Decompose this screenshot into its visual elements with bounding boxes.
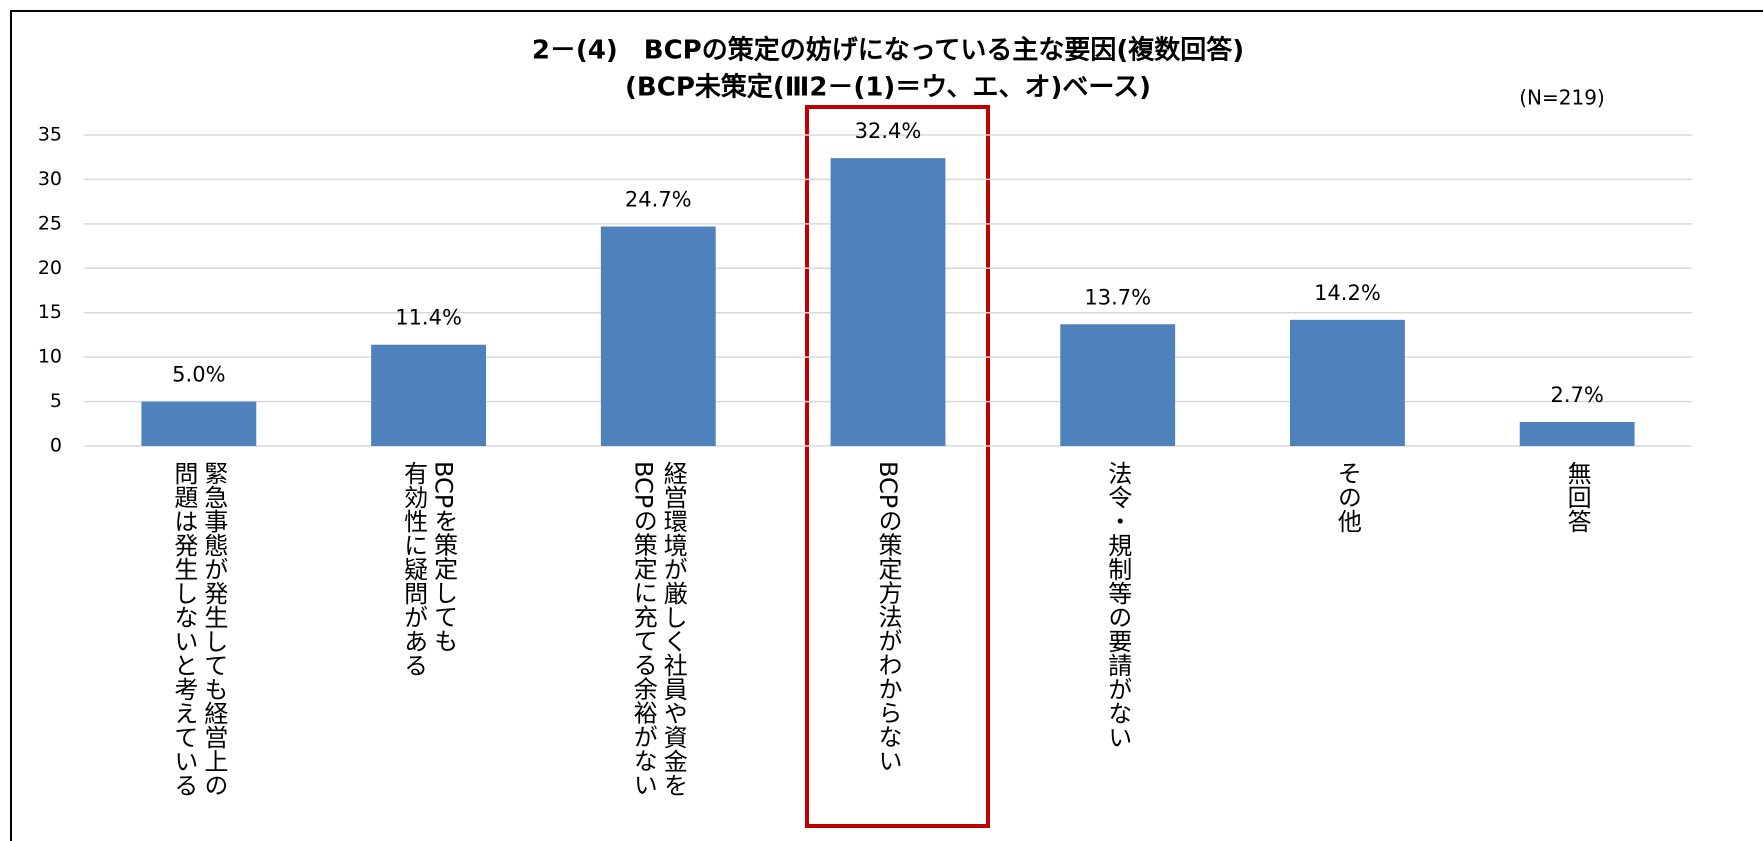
- y-tick-label: 35: [38, 124, 62, 146]
- bar: [371, 344, 486, 446]
- y-tick-label: 5: [50, 390, 62, 412]
- bar: [1060, 324, 1176, 446]
- data-label: 11.4%: [395, 306, 462, 330]
- data-label: 13.7%: [1084, 285, 1151, 309]
- bar: [1519, 422, 1635, 446]
- y-tick-label: 25: [38, 212, 62, 234]
- y-tick-label: 20: [38, 257, 62, 279]
- annotation: (N=219): [1519, 86, 1605, 110]
- data-label: 2.7%: [1550, 383, 1603, 407]
- chart-title: 2－(4) BCPの策定の妨げになっている主な要因(複数回答): [532, 35, 1244, 66]
- bar: [1290, 319, 1405, 446]
- x-tick-label: BCPの策定方法がわからない: [874, 461, 902, 773]
- x-tick-label: 経営環境が厳しく社員や資金を BCPの策定に充てる余裕がない: [629, 461, 688, 797]
- bar: [141, 401, 257, 446]
- data-label: 14.2%: [1314, 281, 1381, 305]
- chart-subtitle: (BCP未策定(Ⅲ2－(1)＝ウ、エ、オ)ベース): [625, 72, 1151, 103]
- y-tick-label: 0: [50, 435, 62, 457]
- x-tick-label: 法令・規制等の要請がない: [1103, 461, 1132, 749]
- x-tick-label: BCPを策定しても 有効性に疑問がある: [399, 461, 458, 677]
- data-label: 5.0%: [172, 363, 225, 387]
- y-tick-label: 30: [38, 168, 62, 190]
- frame: [10, 10, 1763, 841]
- x-tick-label: 緊急事態が発生しても経営上の 問題は発生しないと考えている: [169, 461, 228, 797]
- highlight-box: [805, 105, 990, 828]
- x-tick-label: その他: [1333, 461, 1362, 533]
- x-tick-label: 無回答: [1563, 461, 1592, 533]
- data-label: 32.4%: [855, 119, 922, 143]
- y-tick-label: 10: [38, 346, 62, 368]
- bar: [830, 158, 946, 447]
- y-tick-label: 15: [38, 301, 62, 323]
- bar: [600, 226, 716, 446]
- data-label: 24.7%: [625, 188, 692, 212]
